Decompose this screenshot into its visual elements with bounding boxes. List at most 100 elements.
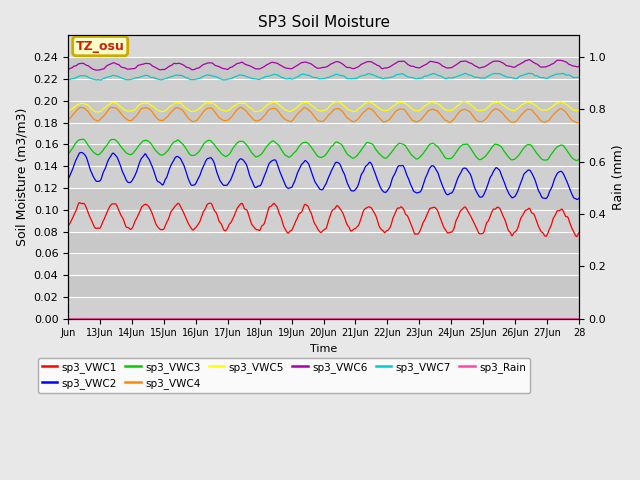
sp3_VWC6	[64, 67, 72, 72]
Line: sp3_VWC1: sp3_VWC1	[68, 203, 579, 237]
sp3_VWC7	[301, 72, 308, 77]
sp3_VWC2	[64, 176, 72, 182]
sp3_VWC4	[574, 120, 582, 126]
sp3_VWC1	[569, 227, 577, 232]
sp3_VWC3	[79, 136, 86, 142]
sp3_Rain	[144, 315, 152, 321]
sp3_VWC4	[64, 117, 72, 122]
X-axis label: Time: Time	[310, 344, 337, 354]
sp3_VWC3	[310, 148, 318, 154]
sp3_VWC2	[77, 150, 85, 156]
sp3_Rain	[575, 315, 583, 321]
sp3_Rain	[444, 315, 451, 321]
sp3_VWC3	[573, 157, 580, 163]
Bar	[68, 210, 579, 231]
Y-axis label: Rain (mm): Rain (mm)	[612, 144, 625, 210]
sp3_VWC6	[301, 59, 308, 65]
sp3_VWC1	[575, 230, 583, 236]
sp3_VWC5	[93, 109, 100, 115]
sp3_VWC1	[301, 202, 308, 208]
Text: TZ_osu: TZ_osu	[76, 39, 125, 53]
Line: sp3_VWC2: sp3_VWC2	[68, 153, 579, 200]
sp3_VWC5	[310, 104, 318, 110]
Line: sp3_VWC6: sp3_VWC6	[68, 60, 579, 70]
Bar	[68, 275, 579, 297]
sp3_VWC7	[569, 74, 577, 80]
sp3_VWC3	[569, 156, 577, 161]
sp3_VWC5	[444, 108, 452, 113]
Bar	[68, 101, 579, 122]
sp3_Rain	[518, 315, 526, 321]
sp3_VWC5	[301, 100, 308, 106]
sp3_VWC2	[569, 193, 577, 199]
sp3_VWC7	[64, 77, 72, 83]
sp3_VWC2	[301, 158, 308, 164]
sp3_VWC6	[310, 63, 318, 69]
Bar	[68, 144, 579, 166]
sp3_VWC6	[575, 63, 583, 69]
sp3_VWC4	[575, 120, 583, 125]
Bar	[68, 166, 579, 188]
sp3_VWC7	[145, 73, 152, 79]
sp3_VWC7	[310, 75, 318, 81]
Legend: sp3_VWC1, sp3_VWC2, sp3_VWC3, sp3_VWC4, sp3_VWC5, sp3_VWC6, sp3_VWC7, sp3_Rain: sp3_VWC1, sp3_VWC2, sp3_VWC3, sp3_VWC4, …	[38, 358, 530, 393]
sp3_VWC5	[461, 98, 468, 104]
sp3_VWC6	[145, 60, 152, 66]
sp3_VWC3	[301, 140, 308, 145]
sp3_VWC7	[519, 72, 527, 78]
sp3_VWC4	[519, 111, 527, 117]
sp3_VWC7	[444, 75, 452, 81]
sp3_VWC1	[310, 219, 318, 225]
sp3_VWC7	[525, 71, 532, 76]
Title: SP3 Soil Moisture: SP3 Soil Moisture	[257, 15, 390, 30]
sp3_VWC5	[519, 101, 527, 107]
sp3_VWC6	[444, 65, 452, 71]
sp3_VWC3	[519, 146, 527, 152]
sp3_VWC7	[575, 74, 583, 80]
sp3_VWC4	[310, 113, 318, 119]
Y-axis label: Soil Moisture (m3/m3): Soil Moisture (m3/m3)	[15, 108, 28, 246]
sp3_VWC4	[144, 106, 152, 111]
sp3_VWC4	[301, 105, 308, 110]
sp3_Rain	[64, 315, 72, 321]
sp3_VWC1	[76, 200, 83, 205]
Bar	[68, 297, 579, 319]
sp3_VWC2	[573, 197, 581, 203]
sp3_VWC5	[64, 108, 72, 114]
sp3_VWC1	[145, 203, 152, 209]
Line: sp3_VWC3: sp3_VWC3	[68, 139, 579, 160]
sp3_VWC1	[444, 230, 452, 236]
sp3_VWC1	[64, 223, 72, 228]
sp3_VWC2	[145, 156, 152, 161]
Bar	[68, 79, 579, 101]
sp3_VWC7	[97, 77, 104, 83]
sp3_VWC5	[575, 108, 583, 113]
sp3_VWC4	[237, 105, 244, 110]
sp3_VWC2	[444, 192, 452, 198]
Bar	[68, 188, 579, 210]
sp3_VWC1	[573, 234, 580, 240]
Line: sp3_VWC4: sp3_VWC4	[68, 108, 579, 123]
Line: sp3_VWC5: sp3_VWC5	[68, 101, 579, 112]
Line: sp3_VWC7: sp3_VWC7	[68, 73, 579, 80]
sp3_VWC4	[569, 118, 577, 123]
sp3_VWC6	[519, 60, 527, 66]
sp3_VWC4	[444, 119, 452, 124]
sp3_VWC1	[519, 212, 527, 218]
sp3_Rain	[568, 315, 576, 321]
sp3_Rain	[300, 315, 308, 321]
Bar	[68, 253, 579, 275]
sp3_VWC6	[525, 57, 533, 62]
sp3_VWC2	[519, 175, 527, 180]
sp3_VWC6	[93, 67, 100, 73]
sp3_VWC6	[569, 63, 577, 69]
sp3_VWC3	[64, 151, 72, 156]
sp3_VWC5	[145, 100, 152, 106]
sp3_VWC3	[145, 138, 152, 144]
sp3_VWC3	[575, 156, 583, 162]
sp3_VWC2	[575, 195, 583, 201]
sp3_VWC3	[444, 156, 452, 162]
Bar	[68, 122, 579, 144]
sp3_VWC5	[569, 107, 577, 112]
sp3_VWC2	[310, 177, 318, 182]
